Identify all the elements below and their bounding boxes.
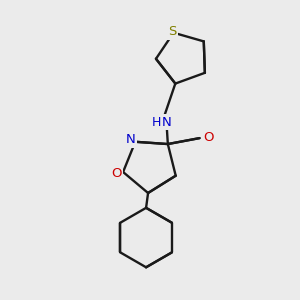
Text: N: N [162, 116, 172, 129]
Text: O: O [111, 167, 122, 181]
Text: S: S [168, 25, 177, 38]
Text: O: O [203, 130, 214, 144]
Text: N: N [125, 133, 135, 146]
Text: H: H [152, 116, 162, 129]
